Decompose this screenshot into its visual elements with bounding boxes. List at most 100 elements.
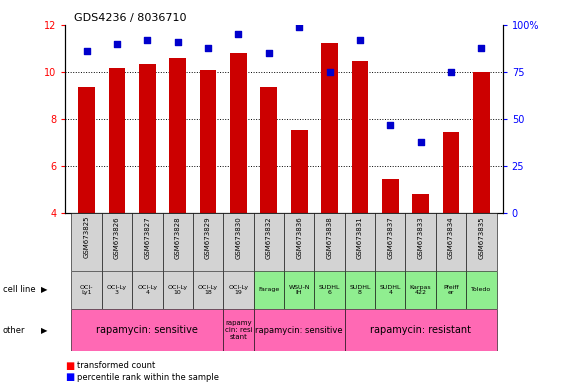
Bar — [72, 213, 102, 271]
Text: GSM673826: GSM673826 — [114, 216, 120, 259]
Bar — [375, 271, 406, 309]
Text: Karpas
422: Karpas 422 — [410, 285, 432, 295]
Bar — [261, 87, 277, 213]
Bar — [230, 53, 247, 213]
Bar — [412, 194, 429, 213]
Bar — [352, 61, 368, 213]
Bar — [436, 213, 466, 271]
Bar — [132, 213, 162, 271]
Text: GSM673830: GSM673830 — [236, 216, 241, 259]
Text: ■: ■ — [65, 361, 74, 371]
Bar — [254, 271, 284, 309]
Text: WSU-N
IH: WSU-N IH — [289, 285, 310, 295]
Text: GSM673833: GSM673833 — [417, 216, 424, 259]
Text: GSM673829: GSM673829 — [205, 216, 211, 259]
Bar — [162, 213, 193, 271]
Bar — [108, 68, 126, 213]
Text: Toledo: Toledo — [471, 287, 491, 293]
Point — [234, 31, 243, 37]
Bar — [406, 271, 436, 309]
Bar — [473, 72, 490, 213]
Bar — [72, 309, 223, 351]
Text: SUDHL
8: SUDHL 8 — [349, 285, 371, 295]
Text: GDS4236 / 8036710: GDS4236 / 8036710 — [74, 13, 186, 23]
Text: cell line: cell line — [3, 285, 35, 295]
Point — [112, 41, 122, 47]
Point — [295, 24, 304, 30]
Point — [356, 37, 365, 43]
Bar — [466, 213, 496, 271]
Bar — [139, 64, 156, 213]
Text: ■: ■ — [65, 372, 74, 382]
Bar — [284, 213, 314, 271]
Bar — [442, 132, 460, 213]
Bar — [78, 87, 95, 213]
Bar — [345, 309, 496, 351]
Text: percentile rank within the sample: percentile rank within the sample — [77, 372, 219, 382]
Text: GSM673838: GSM673838 — [327, 216, 332, 259]
Bar — [223, 271, 254, 309]
Text: OCI-
Ly1: OCI- Ly1 — [80, 285, 93, 295]
Bar — [254, 213, 284, 271]
Text: SUDHL
4: SUDHL 4 — [379, 285, 401, 295]
Bar — [169, 58, 186, 213]
Text: rapamycin: resistant: rapamycin: resistant — [370, 325, 471, 335]
Point — [173, 39, 182, 45]
Bar — [406, 213, 436, 271]
Bar — [345, 213, 375, 271]
Text: rapamycin: sensitive: rapamycin: sensitive — [256, 326, 343, 335]
Text: GSM673834: GSM673834 — [448, 216, 454, 259]
Point — [203, 45, 212, 51]
Bar — [321, 43, 338, 213]
Bar — [193, 271, 223, 309]
Bar — [314, 271, 345, 309]
Text: Farage: Farage — [258, 287, 279, 293]
Bar — [223, 309, 254, 351]
Bar — [223, 213, 254, 271]
Point — [446, 69, 456, 75]
Text: OCI-Ly
19: OCI-Ly 19 — [228, 285, 249, 295]
Text: OCI-Ly
10: OCI-Ly 10 — [168, 285, 188, 295]
Bar — [375, 213, 406, 271]
Text: GSM673828: GSM673828 — [175, 216, 181, 259]
Bar — [162, 271, 193, 309]
Text: GSM673827: GSM673827 — [144, 216, 151, 259]
Text: rapamycin: sensitive: rapamycin: sensitive — [97, 325, 198, 335]
Text: GSM673837: GSM673837 — [387, 216, 393, 259]
Bar — [102, 213, 132, 271]
Bar — [314, 213, 345, 271]
Text: Pfeiff
er: Pfeiff er — [443, 285, 459, 295]
Text: OCI-Ly
18: OCI-Ly 18 — [198, 285, 218, 295]
Bar — [284, 271, 314, 309]
Point — [416, 139, 425, 145]
Bar — [291, 130, 307, 213]
Text: GSM673836: GSM673836 — [296, 216, 302, 259]
Text: OCI-Ly
3: OCI-Ly 3 — [107, 285, 127, 295]
Text: GSM673832: GSM673832 — [266, 216, 272, 259]
Bar — [345, 271, 375, 309]
Text: transformed count: transformed count — [77, 361, 155, 370]
Point — [325, 69, 334, 75]
Point — [264, 50, 273, 56]
Text: GSM673825: GSM673825 — [83, 216, 90, 258]
Bar — [193, 213, 223, 271]
Bar — [200, 70, 216, 213]
Bar — [466, 271, 496, 309]
Bar — [72, 271, 102, 309]
Text: ▶: ▶ — [41, 326, 47, 335]
Text: SUDHL
6: SUDHL 6 — [319, 285, 340, 295]
Point — [143, 37, 152, 43]
Text: rapamy
cin: resi
stant: rapamy cin: resi stant — [224, 320, 252, 340]
Bar — [436, 271, 466, 309]
Bar — [102, 271, 132, 309]
Text: ▶: ▶ — [41, 285, 47, 295]
Text: GSM673831: GSM673831 — [357, 216, 363, 259]
Point — [477, 45, 486, 51]
Point — [82, 48, 91, 55]
Bar — [132, 271, 162, 309]
Text: other: other — [3, 326, 26, 335]
Point — [386, 122, 395, 128]
Text: GSM673835: GSM673835 — [478, 216, 485, 259]
Bar — [254, 309, 345, 351]
Text: OCI-Ly
4: OCI-Ly 4 — [137, 285, 157, 295]
